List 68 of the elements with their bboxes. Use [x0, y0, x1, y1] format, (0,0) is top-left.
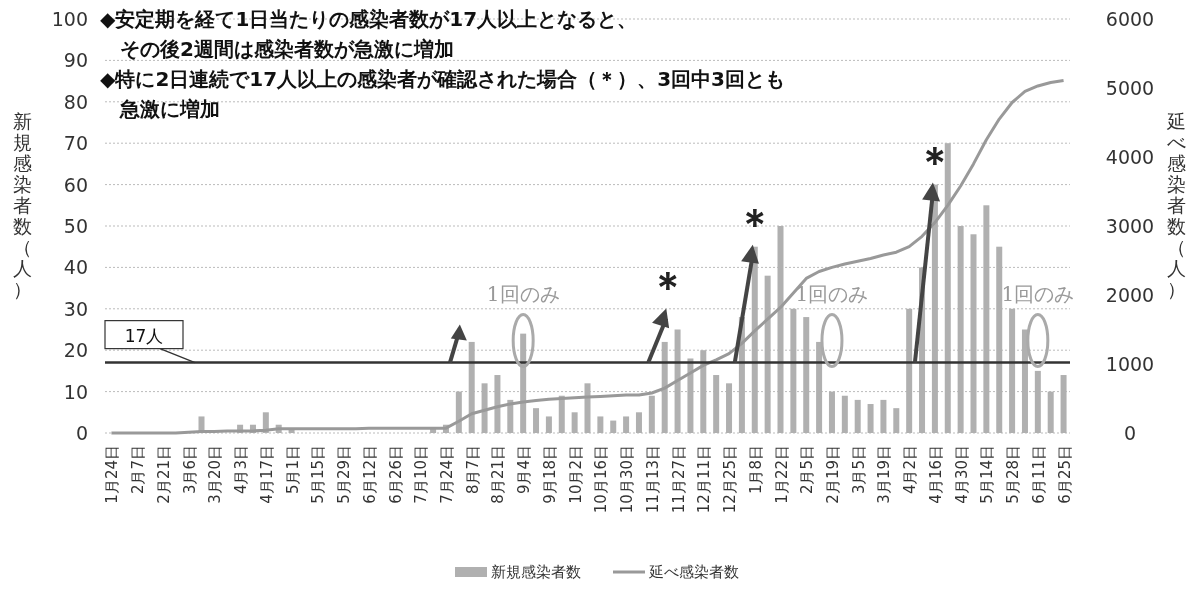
- x-tick-label: 4月30日: [952, 445, 971, 504]
- x-tick-label: 12月25日: [721, 445, 740, 514]
- chart-title: ◆安定期を経て1日当たりの感染者数が17人以上となると、その後2週間は感染者数が急激に増加: [100, 6, 639, 63]
- x-tick-label: 1月8日: [746, 445, 765, 495]
- x-tick-label: 2月7日: [129, 445, 148, 495]
- text: 新規感染者数（人）: [12, 110, 32, 300]
- y-tick-label: 60: [63, 173, 88, 196]
- x-tick-label: 4月16日: [926, 445, 945, 504]
- y2-tick-label: 6000: [1105, 8, 1155, 30]
- x-tick-label: 3月5日: [849, 445, 868, 495]
- x-tick-label: 3月20日: [206, 445, 225, 504]
- x-tick-label: 8月7日: [463, 445, 482, 495]
- x-tick-label: 4月2日: [901, 445, 920, 495]
- x-tick-label: 7月24日: [437, 445, 456, 504]
- x-tick-label: 4月3日: [232, 445, 251, 495]
- y2-tick-label: 5000: [1105, 77, 1155, 99]
- annotation: 1回のみ: [1001, 281, 1075, 306]
- y-tick-label: 70: [63, 132, 88, 155]
- x-tick-label: 7月10日: [412, 445, 431, 504]
- x-tick-label: 10月30日: [618, 445, 637, 514]
- x-tick-label: 6月26日: [386, 445, 405, 504]
- x-tick-label: 9月18日: [540, 445, 559, 504]
- x-tick-label: 8月21日: [489, 445, 508, 504]
- y-tick-label: 30: [63, 297, 88, 320]
- y-tick-label: 10: [63, 380, 88, 403]
- y2-tick-label: 2000: [1105, 284, 1155, 306]
- annotation: ＊: [648, 263, 689, 310]
- y-tick-label: 80: [63, 90, 88, 113]
- text: ◆特に2日連続で17人以上の感染者が確認された場合（＊）、3回中3回とも急激に増加: [100, 66, 786, 123]
- x-tick-label: 5月29日: [335, 445, 354, 504]
- text: 延べ感染者数（人）: [1166, 110, 1186, 300]
- annotation: ＊: [914, 137, 955, 184]
- annotation: ＊: [734, 199, 775, 246]
- legend-label: 延べ感染者数: [648, 563, 739, 581]
- x-tick-label: 5月15日: [309, 445, 328, 504]
- legend-label: 新規感染者数: [491, 563, 581, 581]
- y-tick-label: 90: [63, 49, 88, 72]
- x-tick-label: 5月14日: [978, 445, 997, 504]
- x-tick-label: 11月13日: [643, 445, 662, 514]
- x-tick-label: 6月11日: [1029, 445, 1048, 504]
- y-tick-label: 50: [63, 215, 88, 237]
- x-tick-label: 10月16日: [592, 445, 611, 514]
- x-tick-label: 3月6日: [180, 445, 199, 495]
- x-tick-label: 12月11日: [695, 445, 714, 514]
- x-tick-label: 10月2日: [566, 445, 585, 504]
- y-tick-label: 0: [75, 422, 88, 444]
- y-tick-label: 100: [51, 8, 88, 30]
- x-tick-label: 1月24日: [103, 445, 122, 504]
- x-tick-label: 1月22日: [772, 445, 791, 504]
- x-tick-label: 2月19日: [823, 445, 842, 504]
- x-tick-label: 2月5日: [798, 445, 817, 495]
- y-tick-label: 40: [63, 256, 88, 279]
- y2-tick-label: 1000: [1105, 353, 1155, 375]
- x-tick-label: 5月28日: [1004, 445, 1023, 504]
- x-tick-label: 2月21日: [154, 445, 173, 504]
- x-tick-label: 5月1日: [283, 445, 302, 495]
- annotation: 1回のみ: [486, 281, 560, 306]
- y-tick-label: 20: [63, 339, 88, 362]
- y2-tick-label: 4000: [1105, 146, 1155, 168]
- x-tick-label: 11月27日: [669, 445, 688, 514]
- y2-tick-label: 0: [1123, 422, 1137, 444]
- x-tick-label: 9月4日: [515, 445, 534, 495]
- x-tick-label: 6月25日: [1055, 445, 1074, 504]
- y2-tick-label: 3000: [1105, 215, 1155, 237]
- x-tick-label: 6月12日: [360, 445, 379, 504]
- x-tick-label: 3月19日: [875, 445, 894, 504]
- ref-line-label: 17人: [124, 325, 164, 346]
- x-tick-label: 4月17日: [257, 445, 276, 504]
